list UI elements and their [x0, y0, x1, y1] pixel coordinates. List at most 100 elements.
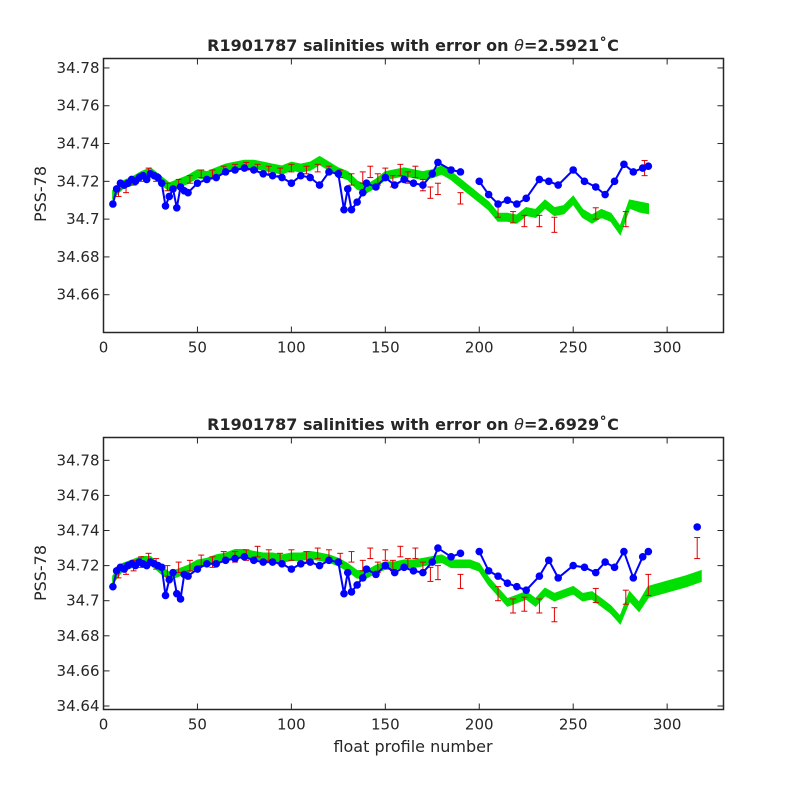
float-salinity-point: [381, 173, 390, 182]
x-tick-label: 0: [99, 339, 109, 357]
chart-title: R1901787 salinities with error on θ=2.59…: [207, 36, 619, 55]
float-salinity-point: [522, 194, 531, 203]
float-salinity-point: [447, 553, 455, 561]
float-salinity-point: [372, 183, 380, 191]
error-bar: [536, 214, 543, 228]
panel-top: R1901787 salinities with error on θ=2.59…: [31, 36, 725, 357]
error-bar: [412, 165, 419, 179]
error-bar: [348, 173, 355, 186]
float-salinity-point: [278, 560, 286, 568]
y-tick-label: 34.66: [57, 662, 100, 680]
x-tick-label: 150: [371, 716, 400, 734]
float-salinity-point: [240, 553, 249, 561]
error-bar: [367, 165, 374, 179]
float-salinity-point: [535, 175, 544, 184]
float-salinity-point: [142, 175, 151, 184]
float-salinity-point: [165, 192, 174, 201]
float-salinity-point: [287, 565, 296, 573]
mapped-salinity-band: [112, 155, 650, 236]
float-salinity-point: [347, 205, 356, 214]
float-salinity-point: [315, 181, 324, 189]
float-salinity-point: [419, 568, 427, 577]
error-bar: [367, 547, 374, 560]
float-salinity-point: [109, 200, 117, 208]
float-salinity-point: [513, 582, 521, 591]
plot-area: 0 50 100 150 200 250 300 34.66 34.68 34.7 34.72 34.…: [57, 58, 724, 357]
x-tick-label: 0: [99, 716, 109, 734]
x-axis-label: float profile number: [333, 737, 493, 756]
float-salinity-point: [325, 168, 333, 176]
float-salinity-point: [306, 558, 314, 566]
float-salinity-point: [268, 558, 277, 566]
error-bar: [198, 554, 205, 567]
float-salinity-point: [554, 574, 562, 582]
float-salinity-point: [522, 586, 531, 594]
float-salinity-point: [644, 162, 653, 171]
panel-bottom: R1901787 salinities with error on θ=2.69…: [31, 415, 725, 756]
float-salinity-point: [212, 560, 221, 568]
error-bar: [288, 163, 295, 173]
float-salinity-point: [362, 179, 371, 188]
float-salinity-point: [278, 173, 286, 182]
float-salinity-point: [610, 563, 619, 572]
float-salinity-point: [306, 173, 314, 182]
y-tick-label: 34.7: [66, 210, 99, 228]
float-salinity-point: [638, 553, 647, 561]
float-salinity-point: [358, 188, 367, 197]
error-bar: [551, 216, 558, 233]
chart-title: R1901787 salinities with error on θ=2.69…: [207, 415, 619, 434]
y-tick-label: 34.78: [57, 451, 100, 469]
error-bar: [592, 207, 599, 220]
float-salinity-point: [193, 179, 202, 188]
float-salinity-point: [212, 173, 221, 182]
float-salinity-point: [569, 166, 577, 174]
float-salinity-point: [591, 183, 600, 191]
float-salinity-point: [591, 568, 600, 577]
float-salinity-point: [340, 205, 348, 214]
float-salinity-point: [494, 200, 502, 208]
error-bar: [288, 549, 295, 561]
error-bar: [551, 607, 558, 623]
float-salinity-point: [535, 572, 544, 580]
float-salinity-point: [353, 198, 361, 206]
axes-box: [102, 436, 725, 711]
error-bar: [198, 169, 205, 179]
error-bar: [186, 559, 193, 572]
error-bar: [510, 211, 517, 224]
float-salinity-point: [231, 166, 239, 174]
error-bar: [254, 545, 261, 558]
y-tick-label: 34.68: [57, 627, 100, 645]
float-salinity-point: [169, 185, 177, 193]
y-tick-label: 34.64: [57, 697, 100, 715]
float-salinity-point: [193, 565, 202, 573]
y-tick-label: 34.68: [57, 248, 100, 266]
float-salinity-point: [347, 588, 356, 596]
float-salinity-point: [610, 177, 619, 186]
float-salinity-point: [484, 190, 493, 199]
float-salinity-point: [358, 574, 367, 582]
float-salinity-point: [343, 568, 352, 577]
y-axis-label: PSS-78: [31, 166, 50, 222]
float-salinity-point: [343, 185, 352, 193]
error-bar: [536, 598, 543, 614]
y-tick-label: 34.66: [57, 286, 100, 304]
float-salinity-point: [176, 595, 185, 603]
error-bar: [209, 556, 216, 568]
error-bar: [397, 163, 404, 177]
float-salinity-point: [409, 179, 418, 188]
float-salinity-point: [325, 556, 333, 565]
x-tick-label: 250: [559, 339, 588, 357]
float-salinity-point: [240, 164, 249, 172]
float-salinity-point: [629, 574, 638, 582]
float-salinity-point: [400, 563, 408, 572]
error-bar: [434, 182, 441, 196]
x-tick-label: 50: [188, 339, 207, 357]
y-tick-label: 34.76: [57, 97, 100, 115]
float-salinity-point: [109, 582, 117, 591]
float-salinity-point: [475, 177, 484, 186]
error-bar: [186, 175, 193, 184]
float-salinity-point: [484, 567, 493, 575]
float-salinity-point: [693, 523, 701, 531]
